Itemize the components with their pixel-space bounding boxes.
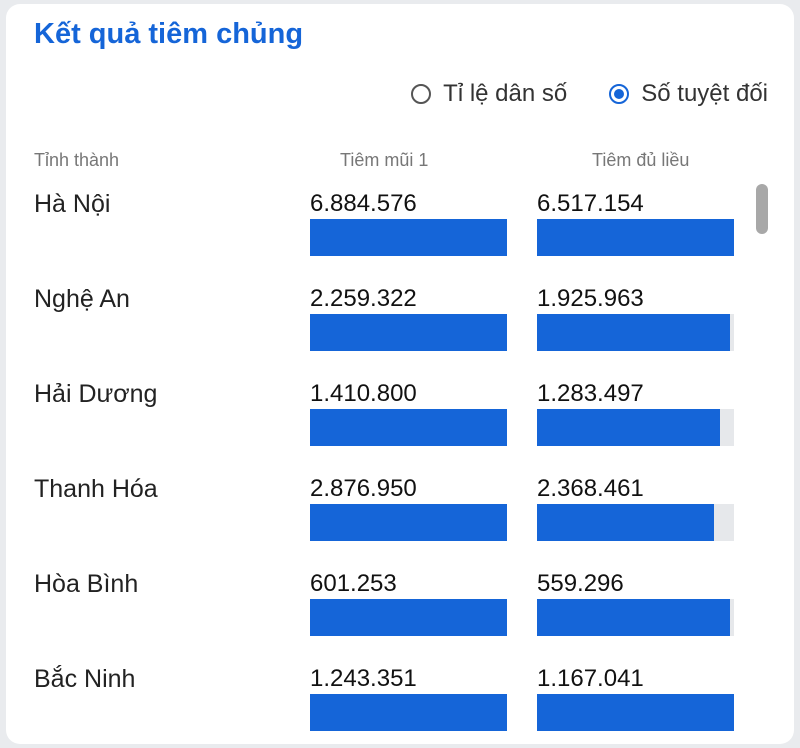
dose1-bar-track bbox=[310, 314, 507, 351]
radio-label-absolute-number: Số tuyệt đối bbox=[641, 80, 768, 107]
dose1-bar-track bbox=[310, 504, 507, 541]
card-title: Kết quả tiêm chủng bbox=[34, 18, 304, 50]
vaccination-results-card: Kết quả tiêm chủng Tỉ lệ dân số Số tuyệt… bbox=[6, 4, 794, 744]
radio-checked-icon bbox=[609, 84, 630, 104]
full-dose-value: 2.368.461 bbox=[537, 475, 644, 502]
dose1-bar-fill bbox=[310, 314, 507, 351]
dose1-value: 1.410.800 bbox=[310, 380, 417, 407]
dose1-bar-fill bbox=[310, 599, 507, 636]
full-dose-bar-track bbox=[537, 314, 734, 351]
province-name: Bắc Ninh bbox=[34, 665, 136, 693]
dose1-bar-fill bbox=[310, 694, 507, 731]
table-row: Thanh Hóa 2.876.950 2.368.461 bbox=[6, 471, 756, 566]
table-row: Hòa Bình 601.253 559.296 bbox=[6, 566, 756, 661]
table-row: Hải Dương 1.410.800 1.283.497 bbox=[6, 376, 756, 471]
dose1-bar-track bbox=[310, 409, 507, 446]
dose1-bar-fill bbox=[310, 504, 507, 541]
dose1-value: 2.259.322 bbox=[310, 285, 417, 312]
full-dose-value: 1.925.963 bbox=[537, 285, 644, 312]
dose1-bar-fill bbox=[310, 219, 507, 256]
dose1-bar-track bbox=[310, 599, 507, 636]
dose1-bar-track bbox=[310, 694, 507, 731]
province-name: Thanh Hóa bbox=[34, 475, 158, 503]
display-mode-radio-group: Tỉ lệ dân số Số tuyệt đối bbox=[411, 80, 768, 108]
column-header-province: Tỉnh thành bbox=[34, 150, 120, 170]
table-row: Nghệ An 2.259.322 1.925.963 bbox=[6, 281, 756, 376]
full-dose-bar-fill bbox=[537, 219, 734, 256]
full-dose-bar-track bbox=[537, 599, 734, 636]
province-name: Hải Dương bbox=[34, 380, 158, 408]
full-dose-bar-track bbox=[537, 219, 734, 256]
dose1-value: 1.243.351 bbox=[310, 665, 417, 692]
full-dose-value: 559.296 bbox=[537, 570, 624, 597]
dose1-value: 6.884.576 bbox=[310, 190, 417, 217]
dose1-value: 2.876.950 bbox=[310, 475, 417, 502]
province-name: Hà Nội bbox=[34, 190, 111, 218]
full-dose-bar-fill bbox=[537, 599, 731, 636]
full-dose-bar-fill bbox=[537, 694, 734, 731]
full-dose-bar-track bbox=[537, 409, 734, 446]
full-dose-bar-track bbox=[537, 504, 734, 541]
dose1-bar-fill bbox=[310, 409, 507, 446]
radio-circle-icon bbox=[411, 84, 432, 104]
full-dose-bar-fill bbox=[537, 504, 715, 541]
scrollbar-thumb[interactable] bbox=[756, 184, 768, 234]
full-dose-bar-track bbox=[537, 694, 734, 731]
table-row: Hà Nội 6.884.576 6.517.154 bbox=[6, 186, 756, 281]
dose1-bar-track bbox=[310, 219, 507, 256]
full-dose-bar-fill bbox=[537, 409, 721, 446]
radio-label-population-ratio: Tỉ lệ dân số bbox=[443, 80, 568, 107]
full-dose-bar-fill bbox=[537, 314, 731, 351]
province-name: Nghệ An bbox=[34, 285, 130, 313]
province-name: Hòa Bình bbox=[34, 570, 139, 598]
radio-population-ratio[interactable]: Tỉ lệ dân số bbox=[411, 80, 567, 108]
column-header-full-dose: Tiêm đủ liều bbox=[592, 150, 690, 170]
dose1-value: 601.253 bbox=[310, 570, 397, 597]
full-dose-value: 1.167.041 bbox=[537, 665, 644, 692]
radio-absolute-number[interactable]: Số tuyệt đối bbox=[609, 80, 768, 108]
full-dose-value: 1.283.497 bbox=[537, 380, 644, 407]
table-row: Bắc Ninh 1.243.351 1.167.041 bbox=[6, 661, 756, 744]
full-dose-value: 6.517.154 bbox=[537, 190, 644, 217]
column-header-dose1: Tiêm mũi 1 bbox=[340, 150, 429, 170]
